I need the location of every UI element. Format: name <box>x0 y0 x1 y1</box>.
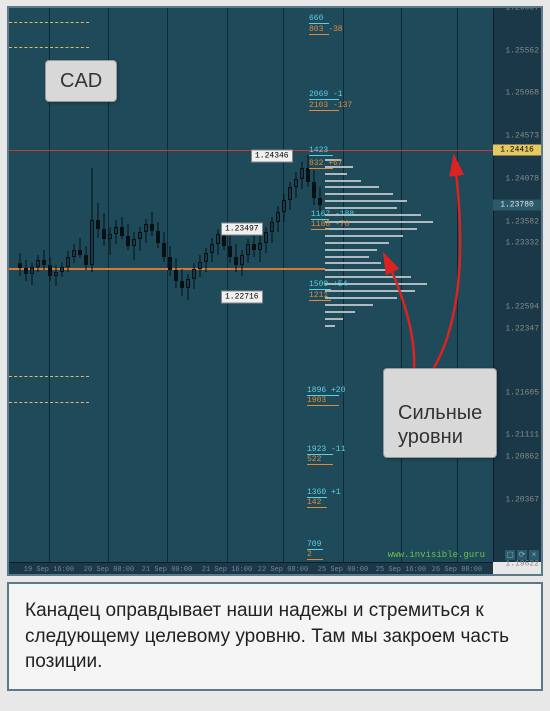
price-label: 1.23497 <box>221 223 263 236</box>
watermark: www.invisible.guru <box>388 550 485 560</box>
y-tick: 1.20862 <box>505 452 539 461</box>
y-tick: 1.21111 <box>505 431 539 440</box>
x-tick: 25 Sep 16:00 <box>376 566 426 574</box>
x-tick: 21 Sep 16:00 <box>202 566 252 574</box>
level-label: 832 +67 <box>309 159 343 168</box>
x-tick: 26 Sep 08:00 <box>432 566 482 574</box>
y-tick: 1.26057 <box>505 6 539 13</box>
x-tick: 20 Sep 08:00 <box>84 566 134 574</box>
y-tick: 1.25068 <box>505 89 539 98</box>
y-tick: 1.25562 <box>505 46 539 55</box>
chart-toolbar: ▢ ⟳ × <box>505 550 539 560</box>
x-tick: 19 Sep 16:00 <box>24 566 74 574</box>
chart-panel: 660 803 -38 2069 -1 2103 -137 1423 832 +67 116… <box>7 6 543 576</box>
level-label: 1896 +20 <box>307 386 345 395</box>
caption-text: Канадец оправдывает наши надежы и стреми… <box>25 600 509 672</box>
level-label: 660 <box>309 14 323 23</box>
levels-label: Сильные уровни <box>398 402 482 448</box>
price-label: 1.22716 <box>221 290 263 303</box>
x-axis: 19 Sep 16:00 20 Sep 08:00 21 Sep 00:00 21 S… <box>9 562 493 574</box>
x-tick: 25 Sep 00:00 <box>318 566 368 574</box>
level-label: 1188 -70 <box>311 220 349 229</box>
current-price-marker: 1.23780 <box>493 199 541 210</box>
level-label: 1923 -11 <box>307 445 345 454</box>
price-label: 1.24346 <box>251 149 293 162</box>
y-tick: 1.20367 <box>505 495 539 504</box>
level-label: 1211 <box>309 291 328 300</box>
tool-icon[interactable]: ▢ <box>505 550 515 560</box>
y-tick: 1.22594 <box>505 303 539 312</box>
level-label: 709 <box>307 540 321 549</box>
tool-icon[interactable]: ⟳ <box>517 550 527 560</box>
level-label: 522 <box>307 455 321 464</box>
level-label: 2069 -1 <box>309 90 343 99</box>
level-label: 1423 <box>309 146 328 155</box>
level-label: 2103 -137 <box>309 101 352 110</box>
y-tick: 1.21605 <box>505 388 539 397</box>
y-axis: 1.26057 1.25562 1.25068 1.24573 1.24078 1.235… <box>493 8 541 562</box>
level-label: 142 <box>307 498 321 507</box>
symbol-label: CAD <box>60 70 102 92</box>
y-tick: 1.22347 <box>505 324 539 333</box>
symbol-callout: CAD <box>45 60 117 102</box>
level-label: 1500 +54 <box>309 280 347 289</box>
caption-panel: Канадец оправдывает наши надежы и стреми… <box>7 582 543 691</box>
y-tick: 1.24573 <box>505 132 539 141</box>
y-tick: 1.23582 <box>505 217 539 226</box>
y-tick: 1.19622 <box>505 560 539 569</box>
level-label: 1903 <box>307 396 326 405</box>
close-icon[interactable]: × <box>529 550 539 560</box>
y-tick: 1.23332 <box>505 239 539 248</box>
level-label: 803 -38 <box>309 25 343 34</box>
resistance-price-marker: 1.24416 <box>493 144 541 155</box>
y-tick: 1.24078 <box>505 174 539 183</box>
levels-callout: Сильные уровни <box>383 368 497 458</box>
x-tick: 22 Sep 08:00 <box>258 566 308 574</box>
level-label: 2 <box>307 550 312 559</box>
x-tick: 21 Sep 00:00 <box>142 566 192 574</box>
level-label: 1167 -188 <box>311 210 354 219</box>
level-label: 1360 +1 <box>307 488 341 497</box>
